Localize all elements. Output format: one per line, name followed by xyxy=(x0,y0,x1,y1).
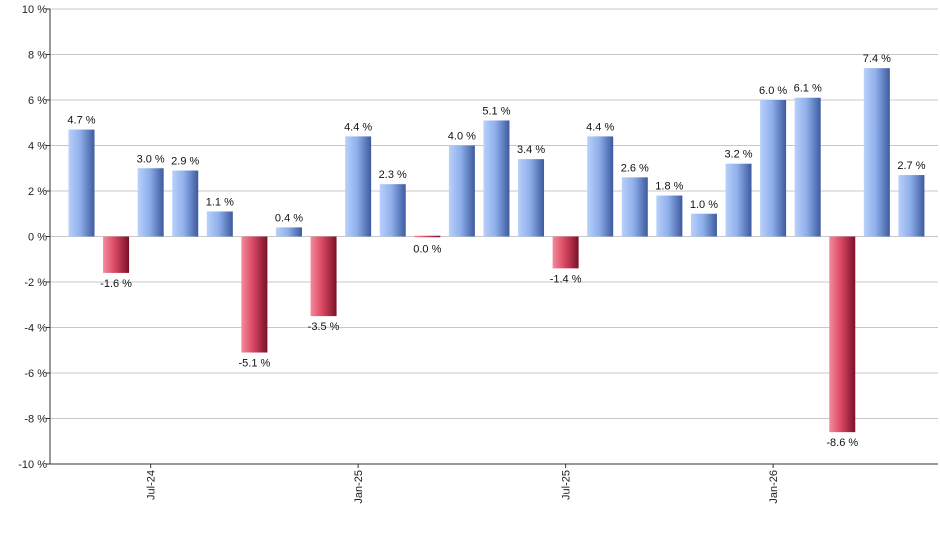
bar xyxy=(103,236,130,273)
y-tick-label: -4 % xyxy=(24,323,47,335)
data-labels: 4.7 % -1.6 % 3.0 % 2.9 % 1.1 % -5.1 % 0.4 % -3.… xyxy=(67,53,925,449)
data-label: 3.0 % xyxy=(137,153,165,165)
data-label: -3.5 % xyxy=(308,321,340,333)
bar xyxy=(621,177,648,237)
x-tick-label: Jan-26 xyxy=(768,470,780,504)
data-label: -1.4 % xyxy=(550,273,582,285)
bar xyxy=(68,129,95,237)
y-tick-label: -6 % xyxy=(24,368,47,380)
bar xyxy=(310,236,337,317)
x-tick-label: Jul-25 xyxy=(561,470,573,500)
bar xyxy=(898,175,925,237)
bar xyxy=(137,168,164,237)
bar xyxy=(345,136,372,237)
data-label: 1.0 % xyxy=(690,199,718,211)
data-label: 4.0 % xyxy=(448,131,476,143)
data-label: 4.4 % xyxy=(344,121,372,133)
bar xyxy=(760,100,787,237)
bar xyxy=(414,235,441,238)
bar xyxy=(794,97,821,237)
data-label: 1.8 % xyxy=(655,181,683,193)
y-tick-label: 8 % xyxy=(28,50,47,62)
data-label: 6.1 % xyxy=(794,83,822,95)
bar xyxy=(379,184,406,237)
data-label: 2.6 % xyxy=(621,162,649,174)
bar xyxy=(552,236,579,269)
data-label: 4.7 % xyxy=(67,115,95,127)
y-tick-label: 6 % xyxy=(28,95,47,107)
data-label: 5.1 % xyxy=(482,105,510,117)
y-tick-label: 4 % xyxy=(28,141,47,153)
bar xyxy=(829,236,856,433)
data-label: 7.4 % xyxy=(863,53,891,65)
bar xyxy=(690,213,717,237)
data-label: 2.3 % xyxy=(379,169,407,181)
data-label: 6.0 % xyxy=(759,85,787,97)
data-label: 2.9 % xyxy=(171,156,199,168)
x-tick-label: Jul-24 xyxy=(146,470,158,500)
bar xyxy=(518,159,545,237)
y-tick-label: -10 % xyxy=(18,459,47,471)
axes xyxy=(46,8,938,468)
bar xyxy=(483,120,510,237)
data-label: 1.1 % xyxy=(206,196,234,208)
bar xyxy=(172,170,199,237)
x-axis-tick-labels: Jul-24 Jan-25 Jul-25 Jan-26 xyxy=(146,470,780,504)
data-label: 3.2 % xyxy=(724,149,752,161)
data-label: 0.0 % xyxy=(413,244,441,256)
y-tick-label: -8 % xyxy=(24,414,47,426)
y-axis-tick-labels: 10 % 8 % 6 % 4 % 2 % 0 % -2 % -4 % -6 % -8 % -10 % xyxy=(18,4,47,471)
x-tick-label: Jan-25 xyxy=(353,470,365,504)
data-label: 2.7 % xyxy=(897,160,925,172)
data-label: 0.4 % xyxy=(275,212,303,224)
y-tick-label: 2 % xyxy=(28,186,47,198)
y-tick-label: 0 % xyxy=(28,232,47,244)
bar xyxy=(206,211,233,237)
bar xyxy=(241,236,268,353)
bar xyxy=(725,163,752,237)
bar xyxy=(863,68,890,237)
bar xyxy=(448,145,475,237)
bar xyxy=(656,195,683,237)
data-label: 3.4 % xyxy=(517,144,545,156)
data-label: -5.1 % xyxy=(239,358,271,370)
data-label: -8.6 % xyxy=(826,437,858,449)
y-tick-label: 10 % xyxy=(22,4,47,16)
data-label: -1.6 % xyxy=(100,278,132,290)
bar xyxy=(275,227,302,237)
bar xyxy=(587,136,614,237)
data-label: 4.4 % xyxy=(586,121,614,133)
y-tick-label: -2 % xyxy=(24,277,47,289)
bars xyxy=(68,68,925,433)
